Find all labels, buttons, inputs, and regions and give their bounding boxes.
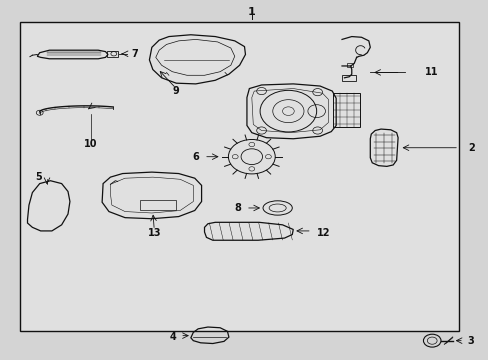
Bar bbox=[341, 75, 355, 81]
Text: 10: 10 bbox=[84, 139, 98, 149]
Bar bbox=[332, 93, 359, 127]
Text: 1: 1 bbox=[247, 7, 255, 17]
Text: 8: 8 bbox=[234, 203, 241, 213]
Bar bbox=[346, 63, 352, 67]
Text: 13: 13 bbox=[147, 228, 161, 238]
Text: 5: 5 bbox=[35, 172, 42, 182]
Bar bbox=[20, 22, 458, 330]
Text: 2: 2 bbox=[467, 143, 474, 153]
Bar bbox=[140, 200, 176, 211]
Text: 12: 12 bbox=[316, 228, 329, 238]
Text: 11: 11 bbox=[424, 67, 438, 77]
Text: 6: 6 bbox=[192, 152, 199, 162]
Text: 7: 7 bbox=[131, 49, 138, 59]
Text: 4: 4 bbox=[169, 332, 176, 342]
Bar bbox=[107, 50, 118, 57]
Text: 9: 9 bbox=[172, 86, 179, 96]
Text: 3: 3 bbox=[467, 336, 473, 346]
